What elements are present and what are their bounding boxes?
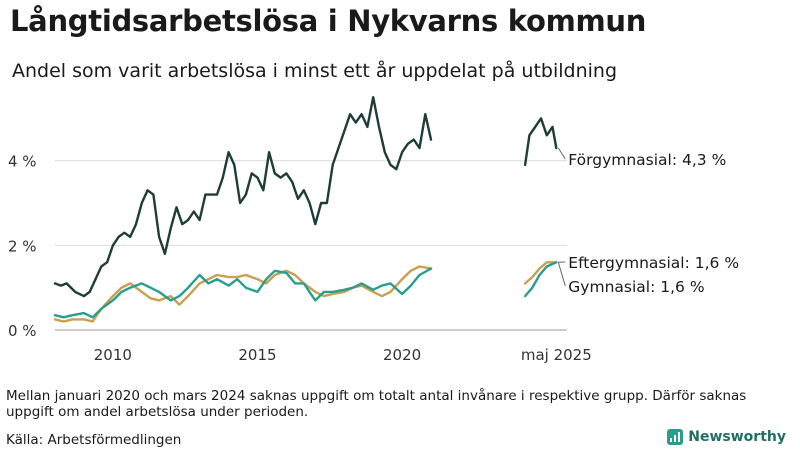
series-label-eftergymnasial: Eftergymnasial: 1,6 % [568, 254, 739, 272]
series-line-eftergymnasial-1 [523, 261, 558, 285]
y-tick-label: 2 % [8, 237, 37, 255]
series-line-förgymnasial-0 [53, 96, 433, 298]
footnote: Mellan januari 2020 och mars 2024 saknas… [6, 388, 747, 420]
x-tick-label: 2010 [94, 346, 132, 364]
series-label-förgymnasial: Förgymnasial: 4,3 % [568, 151, 726, 169]
brand-name: Newsworthy [688, 429, 786, 445]
x-tick-label: 2020 [383, 346, 421, 364]
line-chart: 0 % 2 % 4 % 2010 2015 2020 maj 2025 Förgymnas… [8, 96, 739, 364]
source-text: Källa: Arbetsförmedlingen [6, 432, 182, 448]
series-lines [53, 96, 558, 323]
newsworthy-logo-icon [667, 429, 684, 445]
label-connector [557, 262, 566, 287]
y-tick-label: 4 % [8, 153, 37, 171]
series-line-eftergymnasial-0 [53, 265, 433, 323]
series-line-gymnasial-0 [53, 267, 433, 319]
series-line-förgymnasial-1 [523, 117, 558, 167]
chart-subtitle: Andel som varit arbetslösa i minst ett å… [12, 60, 618, 82]
y-tick-label: 0 % [8, 322, 37, 340]
brand-logo: Newsworthy [667, 429, 786, 445]
x-axis: 2010 2015 2020 maj 2025 [94, 346, 592, 364]
label-connector [557, 147, 566, 160]
chart-title: Långtidsarbetslösa i Nykvarns kommun [10, 4, 647, 38]
series-line-gymnasial-1 [523, 261, 558, 298]
y-axis: 0 % 2 % 4 % [8, 153, 37, 340]
x-tick-label: 2015 [238, 346, 276, 364]
series-label-gymnasial: Gymnasial: 1,6 % [568, 278, 704, 296]
x-tick-label: maj 2025 [521, 346, 592, 364]
series-labels: Förgymnasial: 4,3 % Eftergymnasial: 1,6 %… [557, 147, 739, 296]
grid-lines [55, 160, 567, 331]
